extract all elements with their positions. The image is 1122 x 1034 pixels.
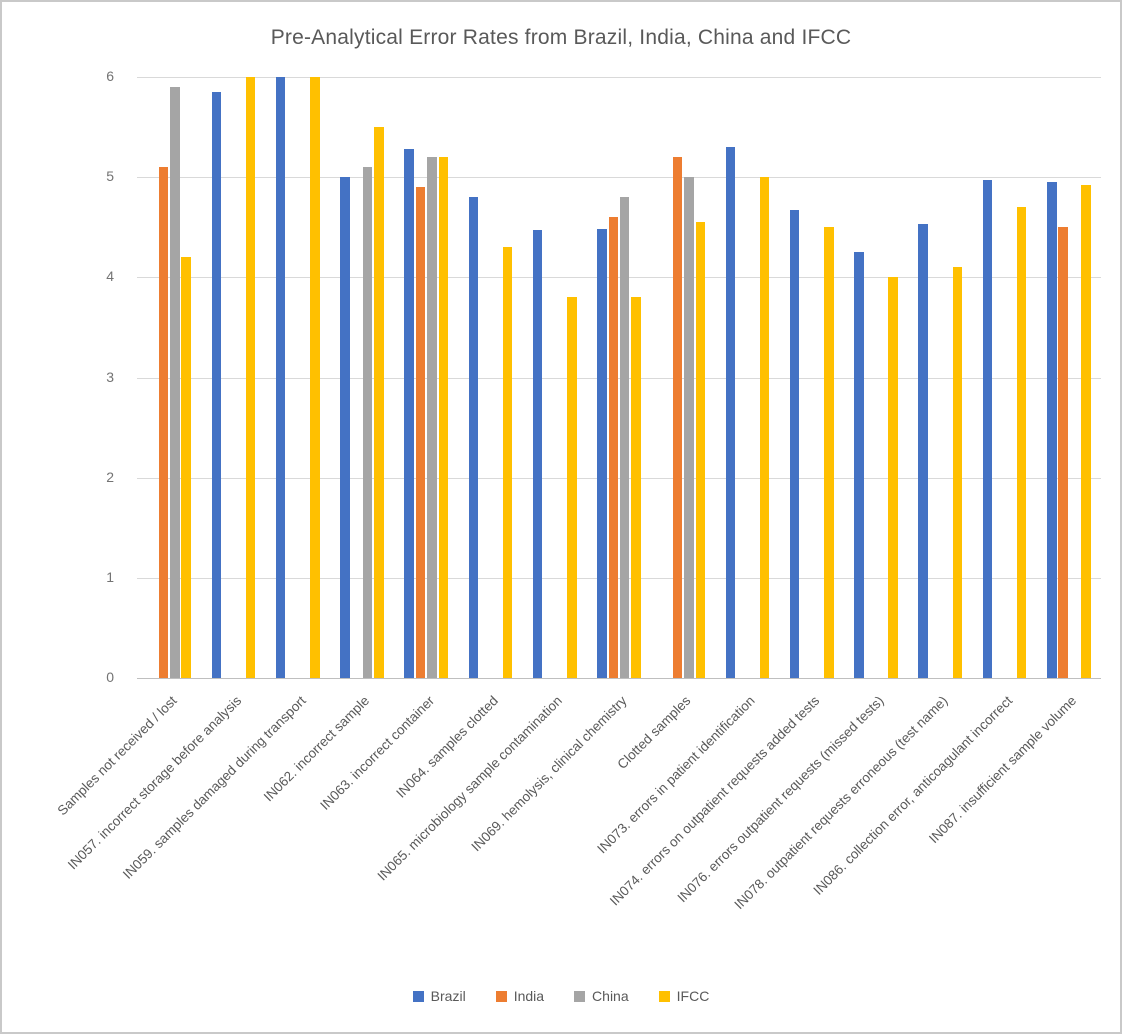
y-tick-label-0: 0 [106, 669, 114, 685]
legend-swatch-ifcc [658, 990, 670, 1002]
bar-brazil-2 [275, 77, 286, 678]
legend: Brazil India China IFCC [2, 988, 1120, 1004]
legend-item-china: China [574, 988, 629, 1004]
bar-brazil-1 [211, 92, 222, 678]
legend-swatch-india [495, 990, 507, 1002]
bar-india-8 [672, 157, 683, 678]
gridline-4 [137, 277, 1101, 279]
gridline-5 [137, 177, 1101, 179]
bar-brazil-4 [404, 149, 414, 678]
legend-item-ifcc: IFCC [658, 988, 710, 1004]
bar-ifcc-14 [1081, 185, 1091, 678]
bar-ifcc-10 [824, 227, 834, 678]
bar-china-7 [619, 197, 630, 678]
bar-brazil-10 [789, 210, 800, 678]
gridline-2 [137, 477, 1101, 479]
bar-brazil-13 [982, 180, 993, 678]
bar-china-3 [362, 167, 373, 678]
bar-brazil-6 [532, 230, 543, 678]
bar-brazil-7 [597, 229, 607, 678]
y-tick-label-2: 2 [106, 468, 114, 485]
bar-china-4 [427, 157, 437, 678]
bar-china-0 [170, 87, 180, 678]
bar-ifcc-11 [888, 277, 898, 678]
bar-brazil-5 [468, 197, 479, 678]
bar-ifcc-12 [952, 267, 963, 678]
plot-area [137, 77, 1101, 679]
bar-ifcc-3 [374, 127, 384, 678]
y-tick-label-1: 1 [106, 568, 114, 585]
gridline-1 [137, 577, 1101, 579]
bar-india-14 [1058, 227, 1068, 678]
bar-brazil-3 [340, 177, 350, 678]
legend-label-brazil: Brazil [430, 988, 466, 1004]
x-category-label-4: IN063. incorrect container [316, 693, 437, 813]
bar-india-0 [158, 167, 169, 678]
bar-ifcc-6 [567, 297, 577, 678]
x-category-label-0: Samples not received / lost [54, 693, 180, 819]
bar-ifcc-2 [310, 77, 320, 678]
bar-ifcc-1 [245, 77, 256, 678]
bar-india-7 [608, 217, 619, 678]
bar-ifcc-5 [502, 247, 513, 678]
x-category-label-3: IN062. incorrect sample [261, 693, 373, 805]
bar-brazil-9 [725, 147, 736, 678]
gridline-3 [137, 377, 1101, 379]
legend-item-india: India [495, 988, 545, 1004]
legend-swatch-brazil [412, 990, 424, 1002]
y-tick-label-5: 5 [106, 168, 114, 185]
bar-ifcc-8 [695, 222, 706, 678]
legend-label-ifcc: IFCC [676, 988, 710, 1004]
bar-ifcc-4 [438, 157, 449, 678]
legend-label-india: India [513, 988, 545, 1004]
bar-brazil-12 [918, 224, 928, 678]
bar-brazil-11 [854, 252, 864, 678]
bar-india-4 [415, 187, 426, 678]
y-tick-label-3: 3 [106, 368, 114, 385]
x-axis-line [137, 678, 1101, 679]
bar-ifcc-9 [759, 177, 770, 678]
chart-title: Pre-Analytical Error Rates from Brazil, … [270, 26, 852, 49]
bar-ifcc-0 [181, 257, 191, 678]
y-tick-label-4: 4 [106, 268, 114, 285]
legend-label-china: China [592, 988, 629, 1004]
bar-ifcc-13 [1016, 207, 1027, 678]
y-tick-label-6: 6 [106, 68, 114, 84]
legend-item-brazil: Brazil [412, 988, 466, 1004]
bar-ifcc-7 [631, 297, 641, 678]
legend-swatch-china [574, 990, 586, 1002]
gridline-6 [137, 77, 1101, 78]
bar-china-8 [684, 177, 694, 678]
bar-brazil-14 [1047, 182, 1057, 678]
